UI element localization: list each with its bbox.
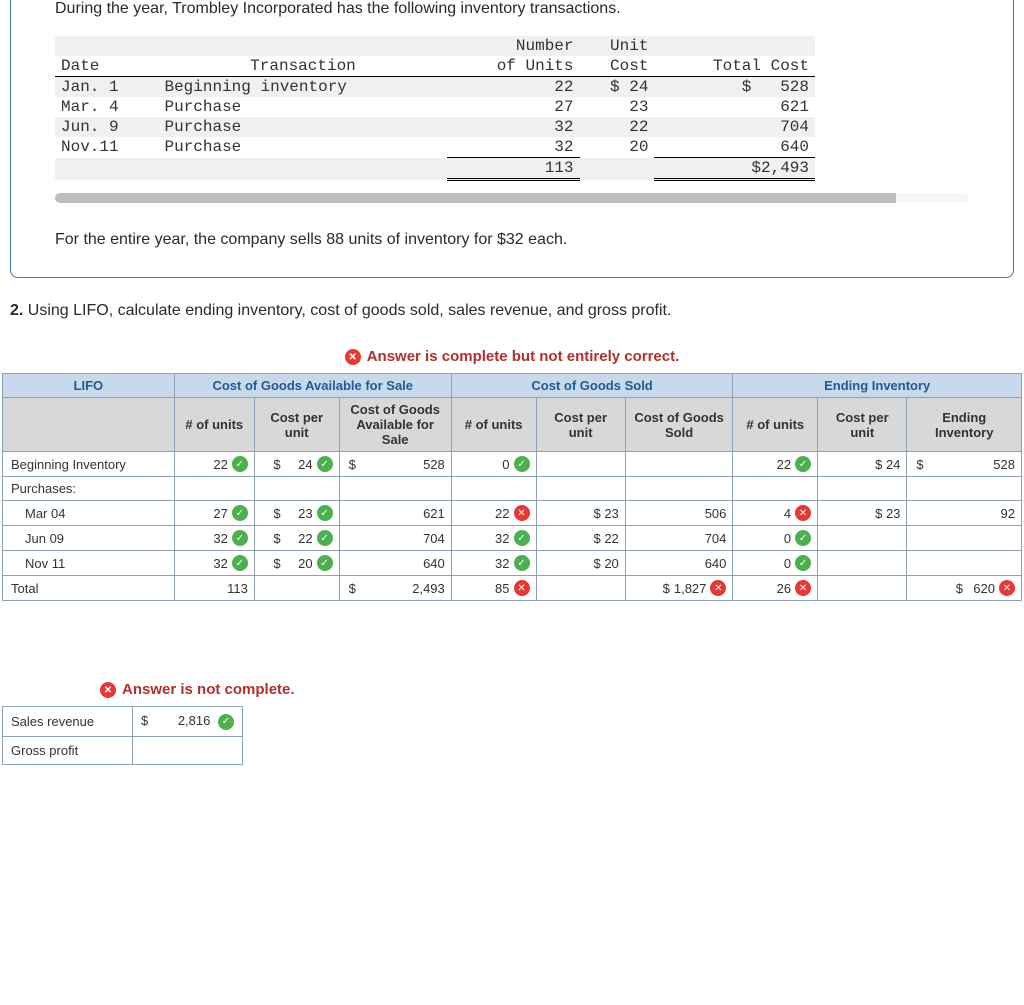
gross-profit-label: Gross profit — [3, 736, 133, 764]
row-beginning: Beginning Inventory 22 $24 $528 0 22 $ 2… — [3, 452, 1022, 477]
x-icon — [514, 505, 530, 521]
summary-table: Sales revenue $2,816 Gross profit — [2, 706, 243, 765]
status-incomplete: Answer is not complete. — [100, 681, 1024, 698]
row-jun: Jun 09 32 $22 704 32 $ 22 704 0 — [3, 526, 1022, 551]
check-icon — [514, 456, 530, 472]
gross-profit-input[interactable] — [133, 736, 243, 764]
h-txn: Transaction — [158, 56, 447, 77]
x-icon — [514, 580, 530, 596]
check-icon — [317, 505, 333, 521]
check-icon — [218, 714, 234, 730]
x-icon — [999, 580, 1015, 596]
sales-revenue-input[interactable]: $2,816 — [133, 707, 243, 737]
h-total: Total Cost — [654, 56, 815, 77]
row-nov: Nov 11 32 $20 640 32 $ 20 640 0 — [3, 551, 1022, 576]
check-icon — [795, 555, 811, 571]
check-icon — [317, 530, 333, 546]
check-icon — [317, 456, 333, 472]
row-mar: Mar 04 27 $23 621 22 $ 23 506 4 $ 23 92 — [3, 501, 1022, 526]
check-icon — [232, 530, 248, 546]
problem-intro: During the year, Trombley Incorporated h… — [55, 0, 969, 18]
problem-sub: For the entire year, the company sells 8… — [55, 231, 969, 249]
x-icon — [710, 580, 726, 596]
check-icon — [514, 555, 530, 571]
check-icon — [232, 505, 248, 521]
check-icon — [795, 530, 811, 546]
row-total: Total 113 $2,493 85 $1,827 26 $620 — [3, 576, 1022, 601]
problem-container: During the year, Trombley Incorporated h… — [10, 0, 1014, 278]
sales-revenue-label: Sales revenue — [3, 707, 133, 737]
scroll-indicator — [55, 193, 969, 203]
check-icon — [317, 555, 333, 571]
inventory-table: Number Unit Date Transaction of Units Co… — [55, 36, 815, 181]
h-date: Date — [55, 56, 158, 77]
x-icon — [795, 505, 811, 521]
check-icon — [232, 456, 248, 472]
question-text: 2. Using LIFO, calculate ending inventor… — [10, 302, 1014, 320]
check-icon — [795, 456, 811, 472]
x-icon — [100, 682, 116, 698]
lifo-grid: LIFO Cost of Goods Available for Sale Co… — [2, 373, 1022, 601]
check-icon — [514, 530, 530, 546]
lifo-title: LIFO — [3, 374, 175, 398]
x-icon — [795, 580, 811, 596]
check-icon — [232, 555, 248, 571]
x-icon — [345, 349, 361, 365]
status-partial: Answer is complete but not entirely corr… — [0, 348, 1024, 365]
